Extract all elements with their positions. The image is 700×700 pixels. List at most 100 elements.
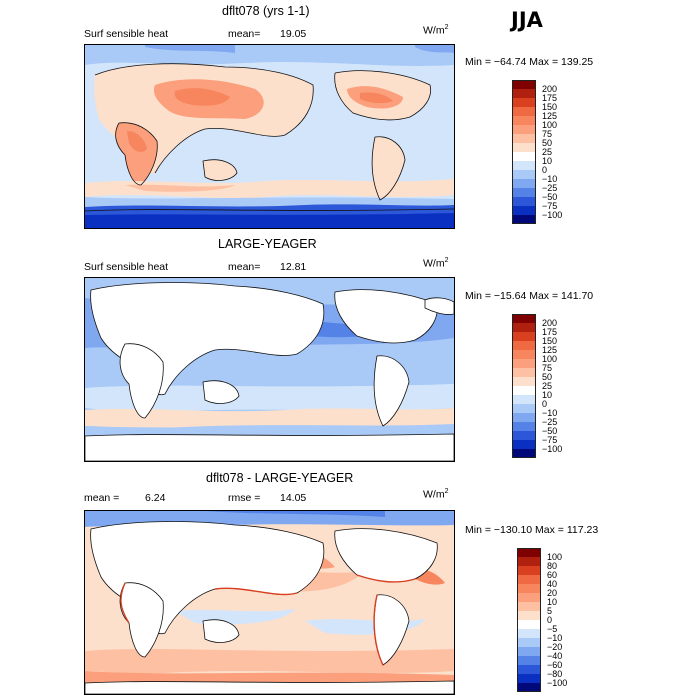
colorbar-tick-label: −10 — [547, 632, 563, 643]
panel2-mean-value: 12.81 — [280, 261, 307, 273]
colorbar-tick-label: 25 — [542, 380, 553, 391]
colorbar-tick-label: −25 — [542, 182, 558, 193]
colorbar-tick-label: 50 — [542, 371, 553, 382]
colorbar-tick-label: 80 — [547, 560, 558, 571]
panel1-colorbar-labels: 200 175 150 125 100 75 50 25 10 0 −10 −25 −50 −75 −100 — [542, 80, 582, 224]
colorbar-tick-label: 175 — [542, 92, 558, 103]
colorbar-tick-label: 10 — [547, 596, 558, 607]
colorbar-tick-label: 5 — [547, 605, 553, 616]
colorbar-tick-label: 10 — [542, 155, 553, 166]
panel3-minmax: Min = −130.10 Max = 117.23 — [465, 524, 599, 536]
panel1-mean-label: mean= — [228, 28, 261, 40]
colorbar-swatch — [517, 665, 541, 674]
colorbar-tick-label: 125 — [542, 344, 558, 355]
colorbar-swatch — [512, 440, 536, 449]
panel2-colorbar-labels: 200 175 150 125 100 75 50 25 10 0 −10 −25 −50 −75 −100 — [542, 314, 582, 458]
colorbar-tick-label: −50 — [542, 425, 558, 436]
colorbar-swatch — [517, 611, 541, 620]
colorbar-swatch — [512, 359, 536, 368]
colorbar-swatch — [512, 134, 536, 143]
colorbar-tick-label: −100 — [542, 209, 563, 220]
colorbar-swatch — [517, 620, 541, 629]
colorbar-swatch — [517, 575, 541, 584]
colorbar-tick-label: 75 — [542, 362, 553, 373]
colorbar-tick-label: −25 — [542, 416, 558, 427]
colorbar-tick-label: 60 — [547, 569, 558, 580]
colorbar-tick-label: −10 — [542, 173, 558, 184]
colorbar-swatch — [512, 98, 536, 107]
panel2-mean-label: mean= — [228, 261, 261, 273]
panel2-minmax: Min = −15.64 Max = 141.70 — [465, 290, 594, 302]
panel1-mean-value: 19.05 — [280, 28, 307, 40]
panel3-title: dflt078 - LARGE-YEAGER — [206, 471, 354, 485]
panel1-minmax: Min = −64.74 Max = 139.25 — [465, 56, 594, 68]
colorbar-swatch — [512, 152, 536, 161]
colorbar-tick-label: −40 — [547, 650, 563, 661]
colorbar-swatch — [512, 125, 536, 134]
season-title: JJA — [511, 8, 543, 32]
colorbar-swatch — [517, 683, 541, 692]
colorbar-swatch — [512, 377, 536, 386]
colorbar-swatch — [512, 179, 536, 188]
colorbar-tick-label: 200 — [542, 317, 558, 328]
colorbar-swatch — [517, 674, 541, 683]
panel3-rmse-value: 14.05 — [280, 492, 307, 504]
colorbar-tick-label: 50 — [542, 137, 553, 148]
colorbar-tick-label: −75 — [542, 434, 558, 445]
panel2-title: LARGE-YEAGER — [218, 237, 317, 251]
colorbar-tick-label: 150 — [542, 101, 558, 112]
colorbar-swatch — [512, 188, 536, 197]
colorbar-swatch — [517, 584, 541, 593]
colorbar-swatch — [512, 107, 536, 116]
colorbar-swatch — [517, 593, 541, 602]
colorbar-swatch — [512, 395, 536, 404]
colorbar-swatch — [512, 449, 536, 458]
colorbar-swatch — [512, 323, 536, 332]
colorbar-tick-label: −50 — [542, 191, 558, 202]
colorbar-swatch — [512, 197, 536, 206]
colorbar-tick-label: −10 — [542, 407, 558, 418]
colorbar-swatch — [512, 161, 536, 170]
panel3-units: W/m2 — [423, 488, 449, 501]
colorbar-tick-label: 100 — [547, 551, 563, 562]
colorbar-tick-label: 75 — [542, 128, 553, 139]
colorbar-tick-label: 20 — [547, 587, 558, 598]
colorbar-swatch — [512, 368, 536, 377]
panel2-map — [84, 277, 455, 462]
colorbar-tick-label: 0 — [542, 164, 548, 175]
colorbar-tick-label: 200 — [542, 83, 558, 94]
colorbar-swatch — [517, 647, 541, 656]
colorbar-swatch — [517, 557, 541, 566]
colorbar-swatch — [512, 332, 536, 341]
colorbar-swatch — [512, 215, 536, 224]
colorbar-swatch — [517, 629, 541, 638]
colorbar-tick-label: −100 — [547, 677, 568, 688]
panel1-variable-label: Surf sensible heat — [84, 28, 169, 40]
panel3-mean-value: 6.24 — [145, 492, 166, 504]
colorbar-tick-label: 25 — [542, 146, 553, 157]
colorbar-tick-label: −75 — [542, 200, 558, 211]
colorbar-tick-label: 100 — [542, 353, 558, 364]
colorbar-swatch — [512, 422, 536, 431]
colorbar-swatch — [512, 80, 536, 89]
panel1-colorbar — [512, 80, 536, 224]
colorbar-tick-label: −80 — [547, 668, 563, 679]
colorbar-swatch — [512, 386, 536, 395]
colorbar-tick-label: −20 — [547, 641, 563, 652]
panel3-colorbar-labels: 100 80 60 40 20 10 5 0 −5 −10 −20 −40 −60 −80 −100 — [547, 548, 587, 692]
panel3-colorbar — [517, 548, 541, 692]
panel1-map — [84, 44, 455, 229]
colorbar-swatch — [517, 548, 541, 557]
colorbar-tick-label: −5 — [547, 623, 558, 634]
colorbar-tick-label: −100 — [542, 443, 563, 454]
panel2-units: W/m2 — [423, 257, 449, 270]
colorbar-swatch — [512, 143, 536, 152]
panel3-mean-label: mean = — [84, 492, 120, 504]
colorbar-swatch — [512, 170, 536, 179]
colorbar-swatch — [517, 656, 541, 665]
colorbar-swatch — [512, 404, 536, 413]
panel3-rmse-label: rmse = — [228, 492, 261, 504]
colorbar-swatch — [512, 350, 536, 359]
colorbar-swatch — [512, 116, 536, 125]
colorbar-tick-label: 0 — [547, 614, 553, 625]
